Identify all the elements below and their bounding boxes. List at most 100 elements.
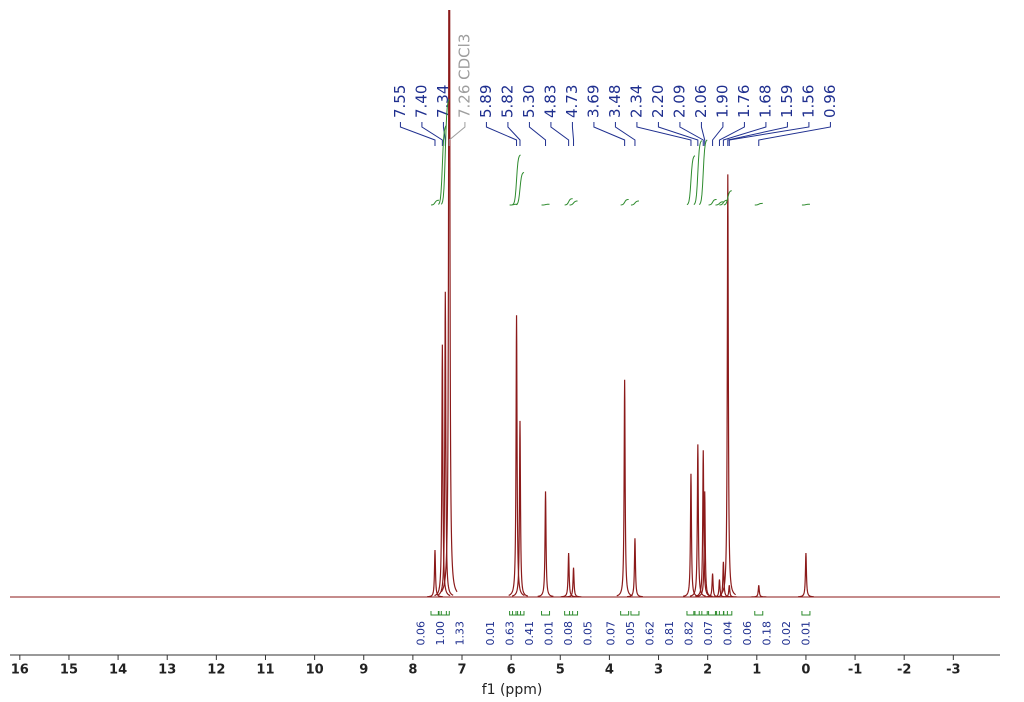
- peak-label: 3.48: [606, 85, 624, 118]
- peak-label: 7.40: [412, 85, 430, 118]
- peak: [798, 552, 814, 598]
- x-tick-label: -3: [946, 663, 960, 678]
- integral-curve: [708, 198, 717, 206]
- peak: [537, 491, 554, 598]
- integral-label: 0.04: [722, 621, 735, 646]
- peak-label: 2.06: [692, 85, 710, 118]
- integral-bracket: [564, 611, 574, 616]
- integral-curve: [569, 200, 578, 206]
- integral-curve: [698, 139, 708, 205]
- peak: [511, 420, 528, 597]
- integral-label: 0.06: [741, 621, 754, 646]
- integral-label: 0.01: [800, 621, 813, 646]
- integral-bracket: [430, 611, 440, 616]
- peak-label-connector: [550, 122, 570, 146]
- peak-label: 5.30: [520, 85, 538, 118]
- peak-label-connector: [727, 122, 788, 146]
- integral-curve: [512, 154, 521, 206]
- integral-bracket: [708, 611, 718, 616]
- peak-label-connector: [718, 122, 745, 146]
- x-tick-label: 13: [158, 663, 176, 678]
- integral-bracket: [686, 611, 696, 616]
- x-axis-label: f1 (ppm): [482, 682, 543, 698]
- x-tick-label: 12: [207, 663, 225, 678]
- x-tick-label: 15: [60, 663, 78, 678]
- integral-label: 0.01: [484, 621, 497, 646]
- peak-label-connector: [636, 122, 692, 146]
- integral-label: 0.05: [624, 621, 637, 646]
- integral-label: 0.06: [414, 621, 427, 646]
- x-tick-label: -1: [848, 663, 862, 678]
- peak: [427, 550, 443, 598]
- integral-bracket: [512, 611, 522, 616]
- integral-label: 0.81: [663, 621, 676, 646]
- integral-bracket: [620, 611, 630, 616]
- integral-curve: [719, 199, 728, 206]
- x-tick-label: 10: [306, 663, 324, 678]
- x-tick-label: 7: [457, 663, 466, 678]
- peak: [715, 561, 732, 598]
- peak-label: 7.26 CDCl3: [455, 34, 473, 118]
- peak-label-connector: [722, 122, 767, 146]
- integral-label: 0.62: [644, 621, 657, 646]
- peak-label-connector: [728, 122, 810, 146]
- integral-bracket: [437, 611, 447, 616]
- peak-label-connector: [657, 122, 699, 146]
- peak-label-connector: [507, 122, 521, 146]
- integral-curve: [686, 155, 696, 206]
- peak-label-connector: [712, 122, 724, 146]
- integral-curve: [440, 99, 450, 205]
- peak-label-connector: [421, 122, 443, 146]
- integral-bracket: [630, 611, 640, 616]
- peak: [616, 379, 633, 597]
- peak: [437, 291, 454, 596]
- peak-label: 1.90: [713, 85, 731, 118]
- peak-label: 7.34: [434, 85, 452, 118]
- integral-curve: [754, 202, 763, 206]
- integral-label: 1.00: [434, 621, 447, 646]
- peak-label: 7.55: [391, 85, 409, 118]
- peak-label: 2.09: [670, 85, 688, 118]
- integral-bracket: [723, 611, 733, 616]
- peak: [508, 315, 525, 596]
- integral-curve: [723, 190, 732, 206]
- integral-curve: [693, 140, 703, 205]
- peak-label: 1.76: [735, 85, 753, 118]
- x-tick-label: -2: [897, 663, 911, 678]
- integral-curve: [620, 198, 629, 206]
- peak-label-connector: [758, 122, 831, 146]
- integral-label: 0.07: [605, 621, 618, 646]
- integral-bracket: [693, 611, 703, 616]
- x-tick-label: 9: [359, 663, 368, 678]
- integral-label: 0.82: [683, 621, 696, 646]
- peak-label: 2.34: [627, 85, 645, 118]
- peak-label-connector: [614, 122, 636, 146]
- integral-curve: [801, 203, 810, 206]
- integral-curve: [630, 200, 639, 206]
- peak: [721, 585, 738, 598]
- peak-label-connector: [700, 122, 706, 146]
- peak-label-connector: [448, 122, 466, 146]
- x-tick-label: 8: [408, 663, 417, 678]
- x-tick-label: 2: [703, 663, 712, 678]
- peak-label: 4.73: [563, 85, 581, 118]
- peak-label-connector: [571, 122, 575, 146]
- peak-label: 0.96: [821, 85, 839, 118]
- peak: [719, 174, 737, 596]
- x-tick-label: 11: [256, 663, 274, 678]
- x-tick-label: 6: [507, 663, 516, 678]
- peak-label-connector: [593, 122, 626, 146]
- integral-label: 0.05: [581, 621, 594, 646]
- x-tick-label: 3: [654, 663, 663, 678]
- peak: [565, 567, 582, 598]
- peak-label: 2.20: [649, 85, 667, 118]
- peak-label: 1.59: [778, 85, 796, 118]
- peak: [627, 538, 643, 598]
- spectrum: [10, 10, 1000, 598]
- integral-label: 0.41: [523, 621, 536, 646]
- integral-curve: [430, 199, 440, 206]
- x-tick-label: 0: [801, 663, 810, 678]
- peak-label: 5.89: [477, 85, 495, 118]
- integral-label: 0.18: [761, 621, 774, 646]
